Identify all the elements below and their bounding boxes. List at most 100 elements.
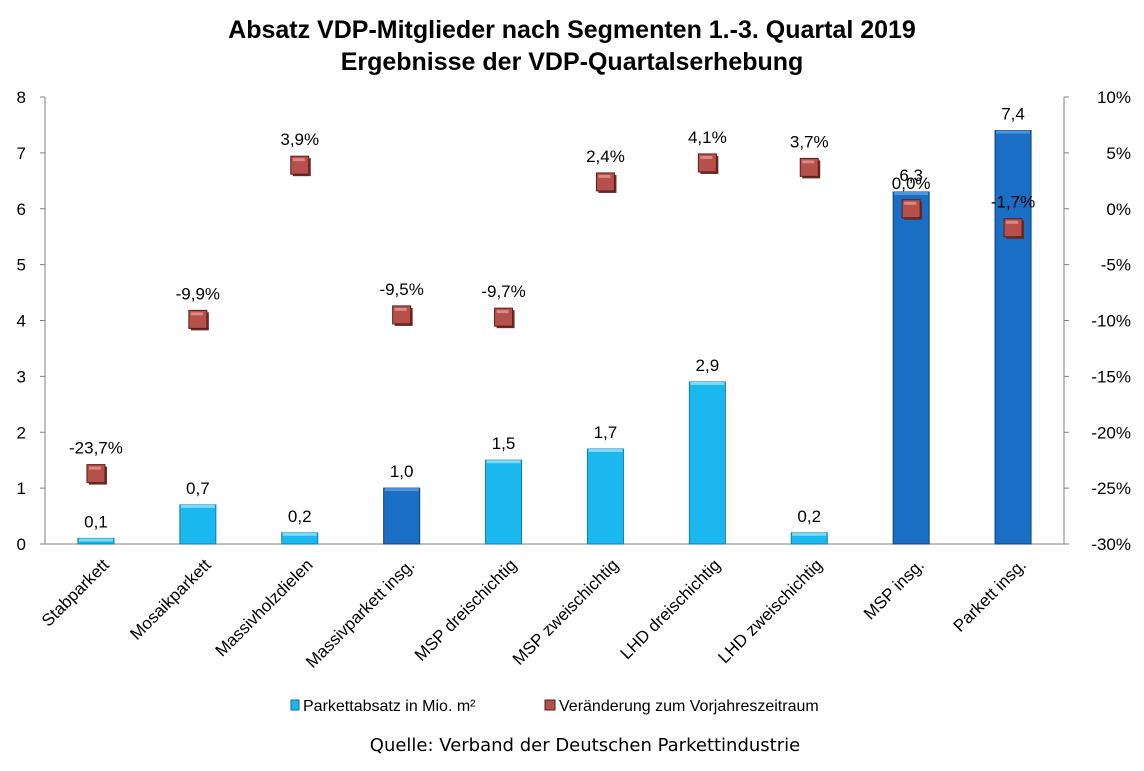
bar-body	[688, 381, 726, 545]
right-tick-label: 10%	[1097, 88, 1131, 107]
marker-9	[1003, 218, 1025, 239]
bar-top-highlight	[486, 460, 521, 464]
bar-body	[892, 191, 930, 545]
marker-value-label: 0,0%	[892, 174, 931, 193]
bar-top-highlight	[996, 130, 1031, 134]
marker-5	[595, 172, 617, 193]
marker-value-label: 2,4%	[586, 147, 625, 166]
right-tick-label: -30%	[1091, 535, 1131, 554]
left-tick-label: 8	[17, 88, 26, 107]
bar-top-highlight	[78, 538, 113, 542]
right-tick-label: 0%	[1106, 200, 1131, 219]
bar-body	[179, 504, 217, 545]
bar-1	[179, 504, 217, 545]
category-label: Massivholzdielen	[212, 555, 317, 660]
right-axis-ticks: -30% -25% -20% -15% -10% -5% 0% 5% 10%	[1064, 88, 1131, 554]
bar-value-label: 0,2	[797, 507, 821, 526]
marker-value-label: 4,1%	[688, 128, 727, 147]
bar-top-highlight	[282, 532, 317, 536]
marker-highlight	[700, 155, 713, 159]
chart-title-line2: Ergebnisse der VDP-Quartalserhebung	[341, 48, 804, 76]
category-label: Parkett insg.	[950, 555, 1030, 635]
marker-highlight	[394, 307, 407, 311]
right-tick-label: -20%	[1091, 423, 1131, 442]
source-note: Quelle: Verband der Deutschen Parkettind…	[370, 735, 800, 756]
category-label: Mosaikparkett	[126, 555, 214, 643]
bar-4	[485, 459, 523, 545]
chart-title-line1: Absatz VDP-Mitglieder nach Segmenten 1.-…	[228, 16, 916, 44]
category-label: LHD dreischichtig	[617, 555, 725, 663]
right-tick-label: -25%	[1091, 479, 1131, 498]
bar-value-label: 6,3	[899, 166, 923, 185]
bar-data-labels: 0,1 0,7 0,2 1,0 1,5 1,7 2,9 0,2 6,3 7,4	[84, 105, 1025, 532]
marker-highlight	[190, 312, 203, 316]
marker-highlight	[802, 160, 815, 164]
legend: Parkettabsatz in Mio. m² Veränderung zum…	[290, 698, 819, 715]
bar-value-label: 1,5	[492, 434, 516, 453]
bar-top-highlight	[384, 488, 419, 492]
legend-marker-label: Veränderung zum Vorjahreszeitraum	[559, 698, 819, 715]
bar-0	[77, 537, 115, 545]
right-tick-label: 5%	[1106, 144, 1131, 163]
bar-top-highlight	[894, 191, 929, 195]
marker-highlight	[598, 174, 611, 178]
bar-body	[485, 459, 523, 545]
left-tick-label: 0	[17, 535, 26, 554]
legend-bar-label: Parkettabsatz in Mio. m²	[303, 698, 476, 715]
bar-top-highlight	[690, 381, 725, 385]
bar-9	[994, 130, 1032, 545]
right-tick-label: -5%	[1101, 256, 1131, 275]
left-tick-label: 3	[17, 367, 26, 386]
left-tick-label: 7	[17, 144, 26, 163]
bar-body	[383, 487, 421, 545]
left-tick-label: 2	[17, 423, 26, 442]
marker-8	[901, 199, 923, 220]
legend-bar-swatch	[290, 699, 300, 711]
marker-highlight	[1006, 220, 1019, 224]
left-axis-ticks: 0 1 2 3 4 5 6 7 8	[17, 88, 45, 554]
left-tick-label: 4	[17, 312, 26, 331]
left-tick-label: 1	[17, 479, 26, 498]
left-tick-label: 6	[17, 200, 26, 219]
marker-7	[799, 157, 821, 179]
bar-2	[281, 532, 319, 545]
bar-body	[994, 130, 1032, 545]
marker-value-label: -23,7%	[69, 439, 123, 458]
bar-top-highlight	[792, 532, 827, 536]
bar-top-highlight	[180, 504, 215, 508]
category-label: MSP insg.	[860, 555, 928, 623]
marker-value-label: -9,5%	[379, 280, 423, 299]
bar-value-label: 1,0	[390, 462, 414, 481]
bar-series	[77, 130, 1032, 545]
marker-value-label: -9,7%	[481, 282, 525, 301]
bar-3	[383, 487, 421, 545]
bar-value-label: 1,7	[594, 423, 618, 442]
bar-top-highlight	[588, 449, 623, 453]
marker-6	[697, 153, 719, 174]
category-label: Stabparkett	[38, 555, 113, 630]
marker-0	[86, 464, 107, 485]
right-tick-label: -10%	[1091, 312, 1131, 331]
marker-highlight	[292, 158, 305, 162]
bar-value-label: 0,7	[186, 479, 210, 498]
bar-value-label: 2,9	[696, 356, 720, 375]
right-tick-label: -15%	[1091, 367, 1131, 386]
marker-value-label: 3,9%	[280, 130, 319, 149]
marker-highlight	[88, 466, 101, 470]
bar-7	[790, 532, 828, 545]
marker-value-label: -9,9%	[176, 284, 220, 303]
marker-data-labels: -23,7% -9,9% 3,9% -9,5% -9,7% 2,4% 4,1% 3,7% 0,0…	[69, 128, 1035, 458]
bar-value-label: 0,2	[288, 507, 312, 526]
marker-series	[86, 153, 1025, 485]
category-label: MSP zweischichtig	[509, 555, 622, 668]
marker-highlight	[496, 310, 509, 314]
bar-body	[586, 448, 624, 545]
marker-3	[392, 305, 413, 326]
left-tick-label: 5	[17, 256, 26, 275]
marker-4	[494, 307, 515, 329]
marker-value-label: -1,7%	[991, 193, 1035, 212]
bar-8	[892, 191, 930, 545]
marker-2	[290, 155, 311, 177]
category-label: MSP dreischichtig	[411, 555, 520, 664]
category-labels: Stabparkett MosaikparkettMassivholzdielen…	[38, 555, 1030, 672]
